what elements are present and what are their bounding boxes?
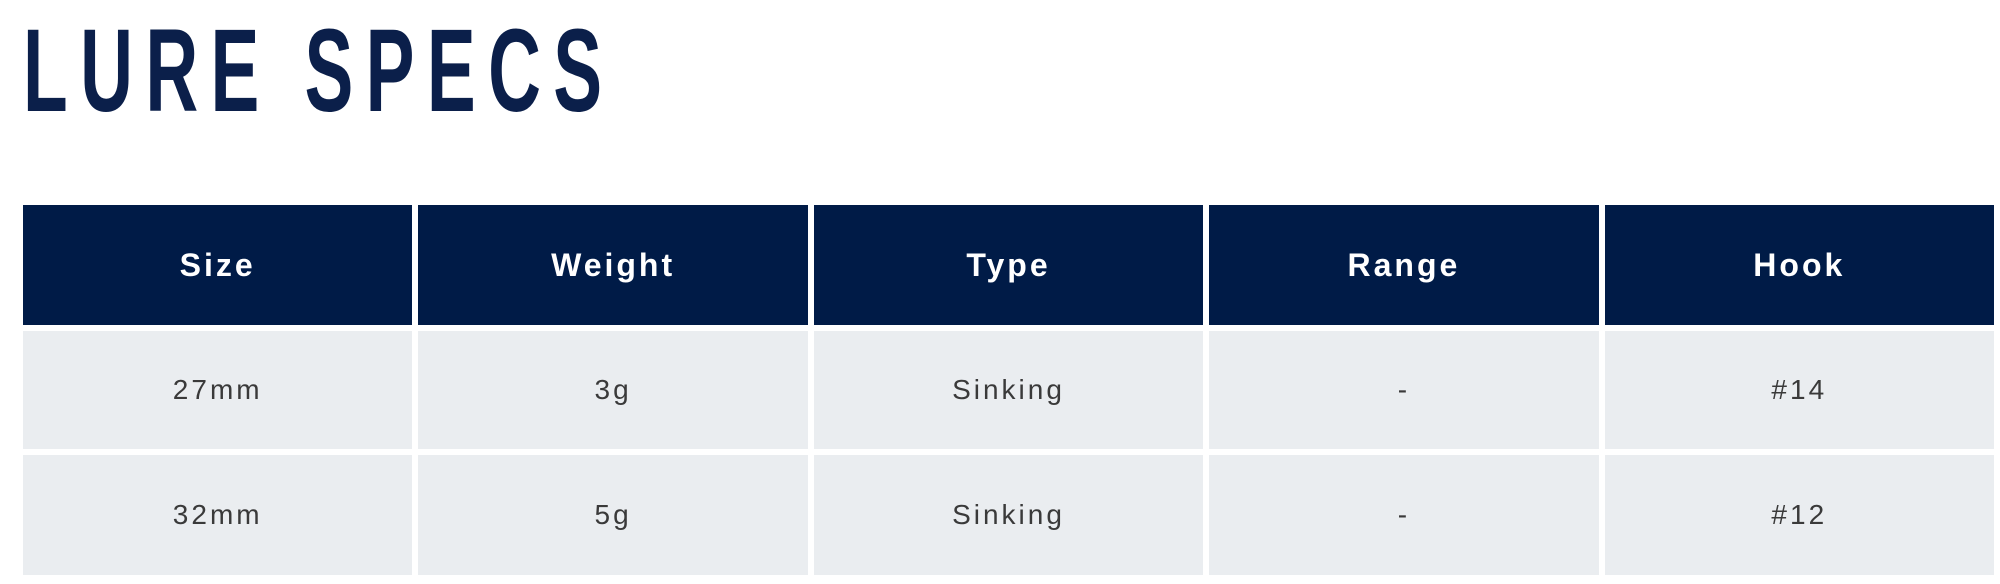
cell-size: 32mm bbox=[23, 455, 413, 575]
cell-hook: #12 bbox=[1604, 455, 1994, 575]
page-title: LURE SPECS bbox=[23, 5, 615, 137]
cell-size: 27mm bbox=[23, 331, 413, 449]
specs-table: Size Weight Type Range Hook 27mm 3g Sink… bbox=[23, 205, 1994, 575]
header-weight: Weight bbox=[418, 205, 808, 325]
cell-weight: 3g bbox=[418, 331, 808, 449]
cell-type: Sinking bbox=[813, 455, 1204, 575]
cell-hook: #14 bbox=[1604, 331, 1994, 449]
header-hook: Hook bbox=[1604, 205, 1994, 325]
cell-type: Sinking bbox=[813, 331, 1204, 449]
header-size: Size bbox=[23, 205, 413, 325]
cell-range: - bbox=[1209, 455, 1599, 575]
cell-weight: 5g bbox=[418, 455, 808, 575]
header-type: Type bbox=[813, 205, 1204, 325]
cell-range: - bbox=[1209, 331, 1599, 449]
header-range: Range bbox=[1209, 205, 1599, 325]
